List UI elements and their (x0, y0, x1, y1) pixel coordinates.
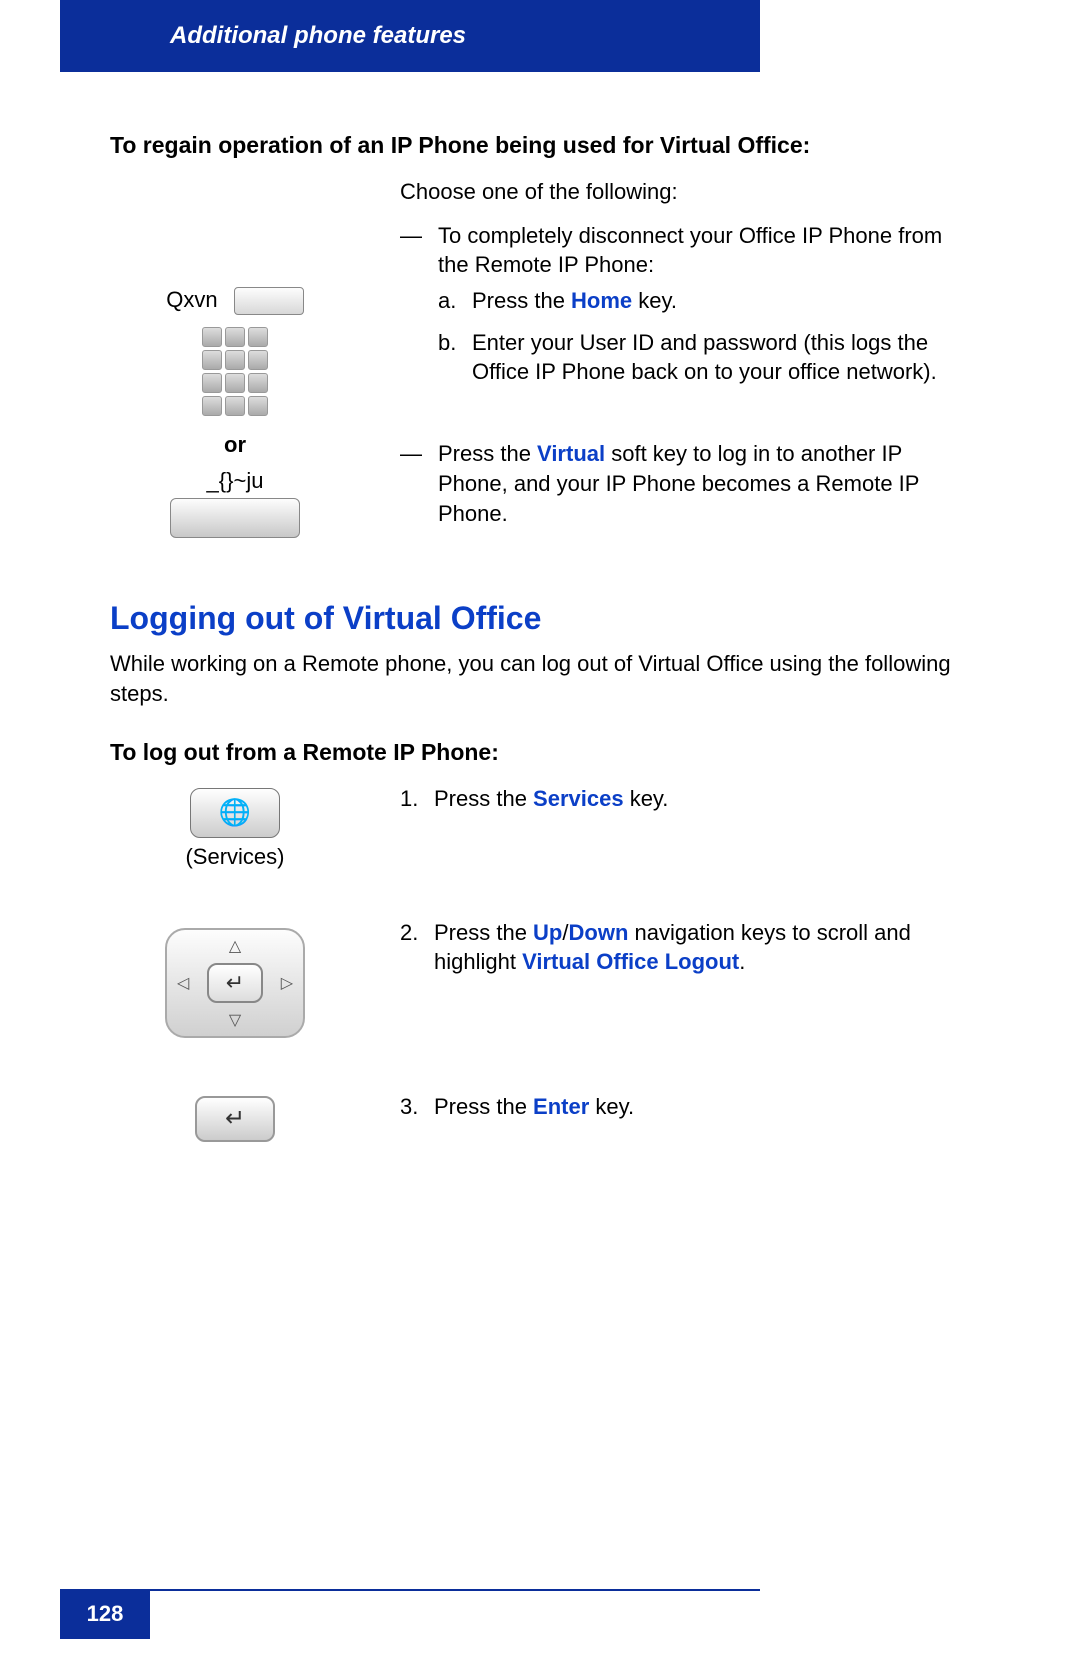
nav-pad-icon: △ ▽ ◁ ▷ ↵ (165, 928, 305, 1038)
a-post: key. (632, 288, 677, 313)
page-number: 128 (60, 1589, 150, 1639)
a-pre: Press the (472, 288, 571, 313)
down-keyword: Down (569, 920, 629, 945)
services-caption: (Services) (110, 844, 360, 870)
section1-title: To regain operation of an IP Phone being… (110, 132, 970, 159)
section2-intro: While working on a Remote phone, you can… (110, 649, 970, 708)
content: To regain operation of an IP Phone being… (0, 72, 1080, 1142)
dash-item-1: — To completely disconnect your Office I… (400, 221, 970, 399)
step2-left: △ ▽ ◁ ▷ ↵ (110, 918, 360, 1044)
home-keyword: Home (571, 288, 632, 313)
s1-post: key. (624, 786, 669, 811)
s3-pre: Press the (434, 1094, 533, 1119)
dash2-pre: Press the (438, 441, 537, 466)
step-b: b. Enter your User ID and password (this… (438, 328, 970, 387)
step3-right: 3. Press the Enter key. (400, 1092, 970, 1142)
section1-left: Qxvn or _{}~ju (110, 177, 360, 540)
step2-right: 2. Press the Up/Down navigation keys to … (400, 918, 970, 1044)
step3-row: ↵ 3. Press the Enter key. (110, 1092, 970, 1142)
or-text: or (110, 432, 360, 458)
section1-body: Qxvn or _{}~ju Choose one of the followi… (110, 177, 970, 540)
services-keyword: Services (533, 786, 624, 811)
home-key-label: Qxvn (166, 287, 217, 312)
b-text: Enter your User ID and password (this lo… (472, 328, 970, 387)
dash1-lead: To completely disconnect your Office IP … (438, 221, 970, 280)
step1-left: 🌐 (Services) (110, 784, 360, 870)
s1-pre: Press the (434, 786, 533, 811)
s2-pre: Press the (434, 920, 533, 945)
home-key-icon (234, 287, 304, 315)
up-keyword: Up (533, 920, 562, 945)
nav-enter-icon: ↵ (207, 963, 263, 1003)
section2-heading: Logging out of Virtual Office (110, 600, 970, 637)
step3-left: ↵ (110, 1092, 360, 1142)
virtual-key-group: _{}~ju (110, 468, 360, 538)
virtual-key-label: _{}~ju (110, 468, 360, 494)
arrow-up-icon: △ (229, 936, 241, 956)
step-a: a. Press the Home key. (438, 286, 970, 316)
services-key-icon: 🌐 (190, 788, 280, 838)
arrow-right-icon: ▷ (281, 973, 293, 993)
vo-logout-keyword: Virtual Office Logout (522, 949, 739, 974)
arrow-down-icon: ▽ (229, 1010, 241, 1030)
home-key-group: Qxvn (110, 287, 360, 315)
section1-right: Choose one of the following: — To comple… (400, 177, 970, 540)
section1-intro: Choose one of the following: (400, 177, 970, 207)
step1-right: 1. Press the Services key. (400, 784, 970, 870)
step1-row: 🌐 (Services) 1. Press the Services key. (110, 784, 970, 870)
keypad-icon (202, 327, 268, 416)
section2-sub: To log out from a Remote IP Phone: (110, 739, 970, 766)
virtual-keyword: Virtual (537, 441, 605, 466)
enter-keyword: Enter (533, 1094, 589, 1119)
s2-post: . (739, 949, 745, 974)
arrow-left-icon: ◁ (177, 973, 189, 993)
header-bar: Additional phone features (60, 0, 760, 72)
dash-item-2: — Press the Virtual soft key to log in t… (400, 439, 970, 528)
s3-post: key. (589, 1094, 634, 1119)
step2-row: △ ▽ ◁ ▷ ↵ 2. Press the Up/Down navigatio… (110, 918, 970, 1044)
virtual-softkey-icon (170, 498, 300, 538)
page: Additional phone features To regain oper… (0, 0, 1080, 1669)
header-title: Additional phone features (170, 22, 466, 49)
enter-key-icon: ↵ (195, 1096, 275, 1142)
